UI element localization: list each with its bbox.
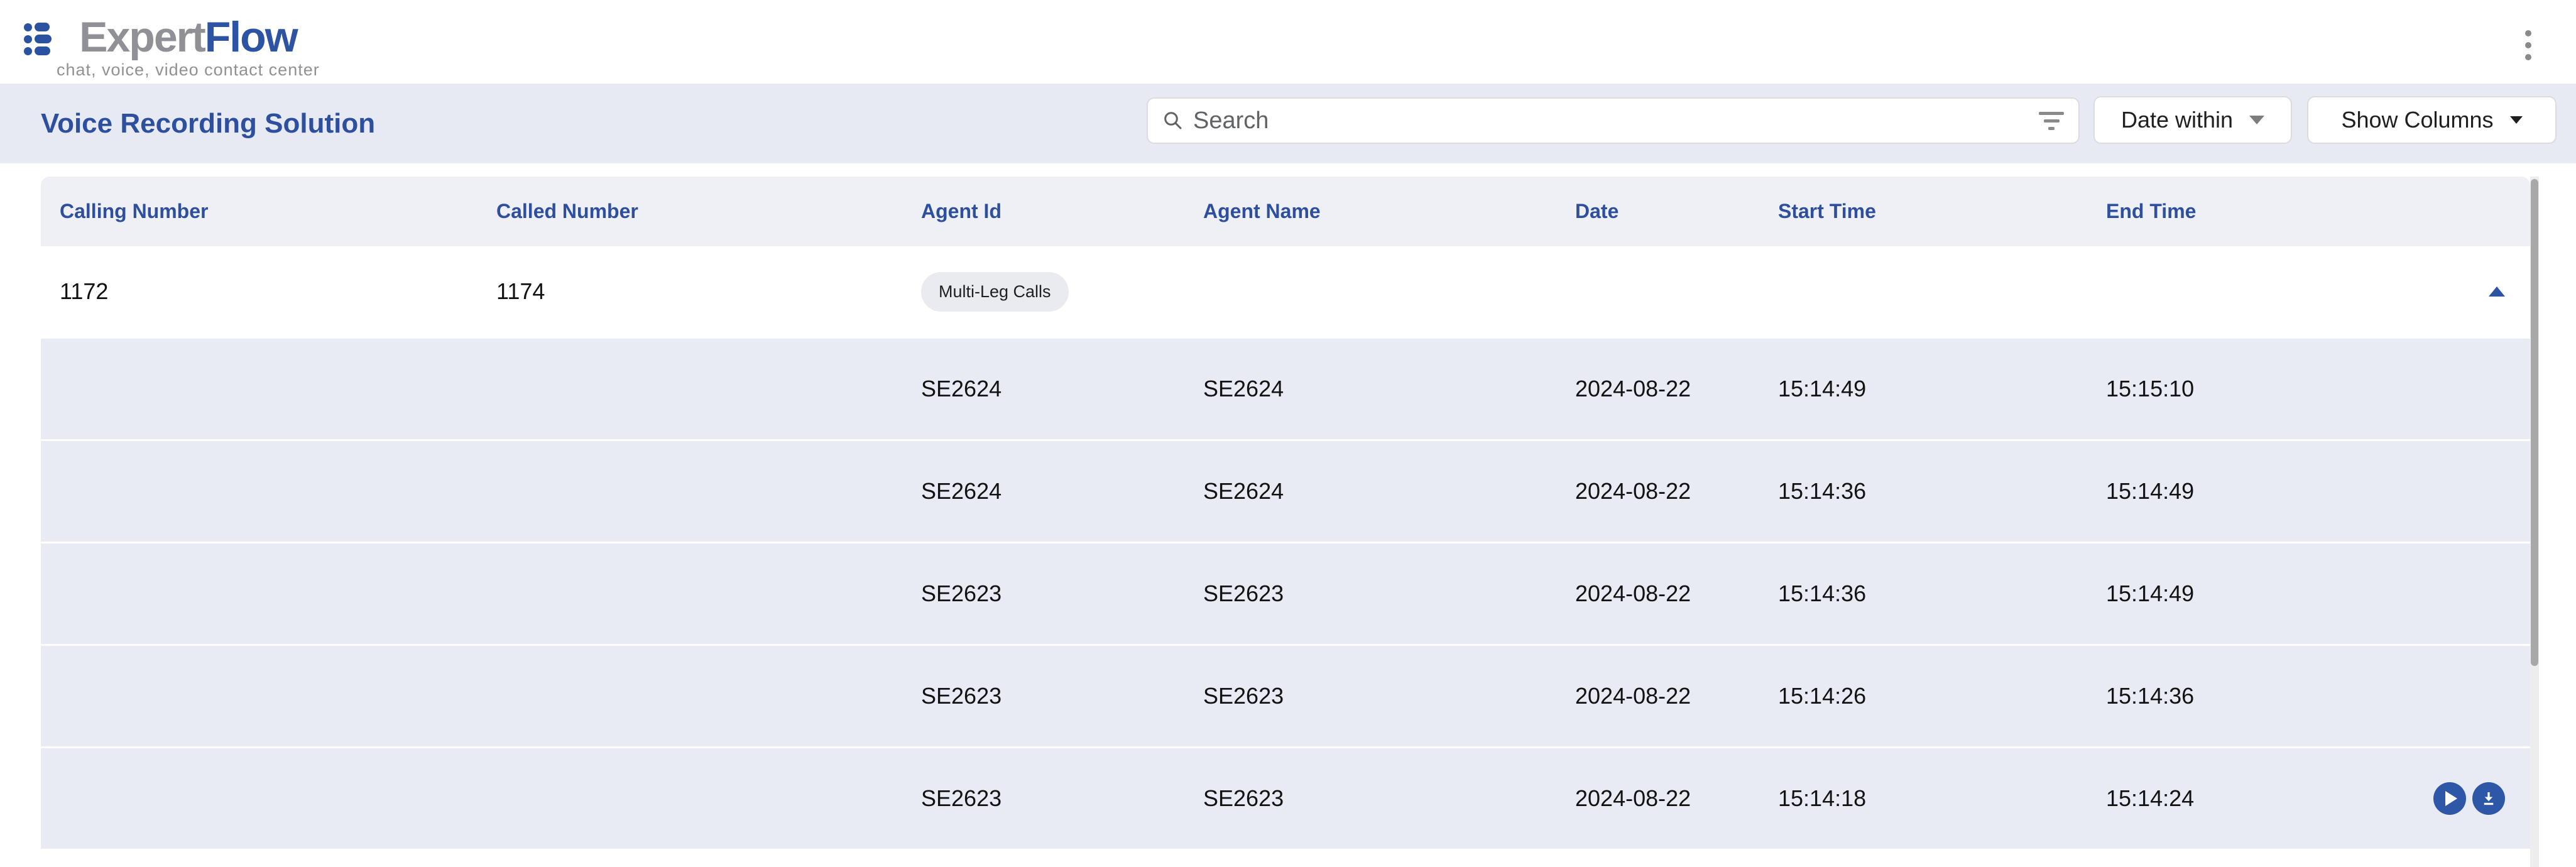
agent-id-value: SE2624 bbox=[921, 478, 1002, 504]
agent-name-value: SE2623 bbox=[1203, 581, 1284, 606]
table-header-row: Calling Number Called Number Agent Id Ag… bbox=[41, 177, 2530, 246]
column-header-end-time: End Time bbox=[2106, 200, 2197, 222]
end-time-value: 15:14:49 bbox=[2106, 478, 2195, 504]
recordings-table: Calling Number Called Number Agent Id Ag… bbox=[41, 177, 2530, 867]
end-time-value: 15:14:49 bbox=[2106, 581, 2195, 606]
table-row[interactable]: SE2623 SE2623 2024-08-22 15:14:26 15:14:… bbox=[41, 646, 2530, 746]
vertical-scrollbar bbox=[2530, 177, 2539, 867]
filter-icon[interactable] bbox=[2038, 108, 2065, 133]
expertflow-logo: ExpertFlow chat, voice, video contact ce… bbox=[24, 16, 320, 80]
start-time-value: 15:14:36 bbox=[1778, 478, 1867, 504]
brand-block: ExpertFlow chat, voice, video contact ce… bbox=[57, 16, 320, 80]
search-box[interactable] bbox=[1147, 97, 2080, 144]
agent-name-value: SE2623 bbox=[1203, 683, 1284, 709]
multi-leg-calls-badge: Multi-Leg Calls bbox=[921, 271, 1069, 312]
column-header-agent-id: Agent Id bbox=[921, 200, 1001, 222]
top-bar: ExpertFlow chat, voice, video contact ce… bbox=[0, 0, 2576, 84]
start-time-value: 15:14:18 bbox=[1778, 785, 1867, 811]
chevron-down-icon bbox=[2249, 116, 2265, 124]
date-value: 2024-08-22 bbox=[1575, 683, 1691, 709]
table-row[interactable]: SE2624 SE2624 2024-08-22 15:14:36 15:14:… bbox=[41, 441, 2530, 542]
show-columns-label: Show Columns bbox=[2341, 107, 2494, 133]
column-header-calling-number: Calling Number bbox=[60, 200, 209, 222]
date-value: 2024-08-22 bbox=[1575, 376, 1691, 401]
start-time-value: 15:14:26 bbox=[1778, 683, 1867, 709]
start-time-value: 15:14:49 bbox=[1778, 376, 1867, 401]
column-header-called-number: Called Number bbox=[496, 200, 638, 222]
brand-name-secondary: Flow bbox=[204, 13, 298, 61]
agent-name-value: SE2623 bbox=[1203, 785, 1284, 811]
play-recording-button[interactable] bbox=[2433, 782, 2466, 815]
date-value: 2024-08-22 bbox=[1575, 581, 1691, 606]
agent-id-value: SE2624 bbox=[921, 376, 1002, 401]
end-time-value: 15:14:36 bbox=[2106, 683, 2195, 709]
collapse-group-icon[interactable] bbox=[2489, 286, 2505, 297]
table-row[interactable]: SE2624 SE2624 2024-08-22 15:14:49 15:15:… bbox=[41, 339, 2530, 439]
kebab-menu-icon[interactable] bbox=[2522, 29, 2535, 62]
chevron-down-icon bbox=[2509, 116, 2523, 124]
end-time-value: 15:14:24 bbox=[2106, 785, 2195, 811]
download-recording-button[interactable] bbox=[2472, 782, 2505, 815]
page-title: Voice Recording Solution bbox=[41, 107, 376, 139]
table-row[interactable]: SE2623 SE2623 2024-08-22 15:14:36 15:14:… bbox=[41, 543, 2530, 644]
agent-name-value: SE2624 bbox=[1203, 478, 1284, 504]
search-icon bbox=[1164, 112, 1182, 129]
date-within-select[interactable]: Date within bbox=[2093, 96, 2292, 144]
column-header-start-time: Start Time bbox=[1778, 200, 1876, 222]
calling-number-value: 1172 bbox=[60, 278, 109, 304]
date-value: 2024-08-22 bbox=[1575, 785, 1691, 811]
brand-name: ExpertFlow bbox=[79, 16, 298, 58]
agent-id-value: SE2623 bbox=[921, 785, 1002, 811]
called-number-value: 1174 bbox=[496, 278, 545, 304]
start-time-value: 15:14:36 bbox=[1778, 581, 1867, 606]
play-icon bbox=[2445, 791, 2457, 806]
table-row[interactable]: SE2623 SE2623 2024-08-22 15:14:18 15:14:… bbox=[41, 748, 2530, 849]
agent-name-value: SE2624 bbox=[1203, 376, 1284, 401]
end-time-value: 15:15:10 bbox=[2106, 376, 2195, 401]
column-header-agent-name: Agent Name bbox=[1203, 200, 1321, 222]
search-input[interactable] bbox=[1193, 107, 2038, 134]
brand-name-primary: Expert bbox=[79, 13, 206, 61]
column-header-date: Date bbox=[1575, 200, 1619, 222]
expertflow-logo-icon bbox=[24, 23, 52, 55]
show-columns-select[interactable]: Show Columns bbox=[2307, 96, 2557, 144]
scrollbar-thumb[interactable] bbox=[2531, 179, 2538, 666]
download-icon bbox=[2484, 792, 2494, 805]
title-band: Voice Recording Solution Date within Sho… bbox=[0, 84, 2576, 163]
brand-tagline: chat, voice, video contact center bbox=[57, 60, 320, 79]
date-within-label: Date within bbox=[2120, 107, 2234, 133]
call-group-row[interactable]: 1172 1174 Multi-Leg Calls bbox=[41, 246, 2530, 337]
agent-id-value: SE2623 bbox=[921, 581, 1002, 606]
date-value: 2024-08-22 bbox=[1575, 478, 1691, 504]
agent-id-value: SE2623 bbox=[921, 683, 1002, 709]
